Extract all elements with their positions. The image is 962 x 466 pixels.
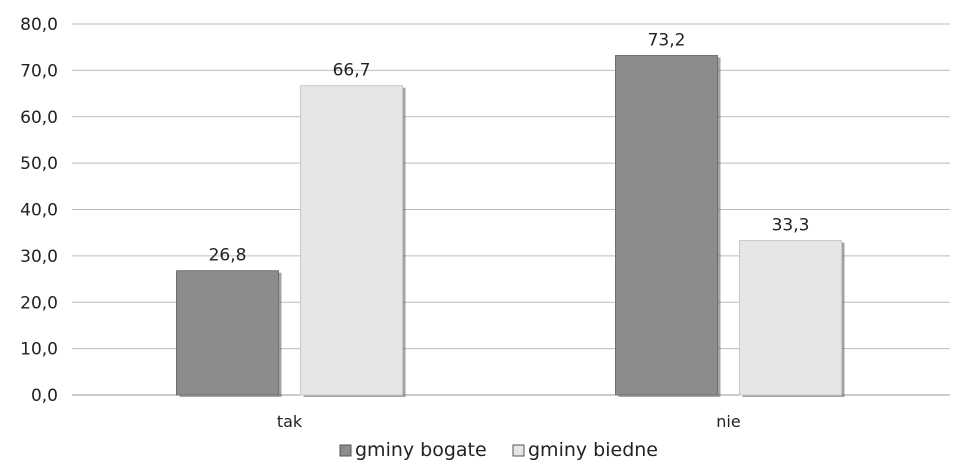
data-label: 73,2: [648, 31, 686, 51]
legend-swatch: [512, 444, 525, 457]
data-label: 33,3: [772, 216, 810, 236]
legend-label: gminy biedne: [528, 439, 658, 461]
y-tick-label: 80,0: [20, 15, 58, 35]
y-tick-label: 0,0: [31, 386, 58, 406]
legend-label: gminy bogate: [355, 439, 487, 461]
bar-gminy-biedne-tak: [300, 85, 403, 396]
x-tick-label: nie: [716, 412, 740, 431]
bar-gminy-bogate-nie: [615, 55, 718, 396]
y-tick-label: 60,0: [20, 108, 58, 128]
data-labels: 26,8 66,7 73,2 33,3: [209, 31, 810, 266]
y-tick-label: 20,0: [20, 293, 58, 313]
bars: [176, 55, 845, 398]
x-axis-ticks: tak nie: [277, 412, 741, 431]
data-label: 66,7: [333, 61, 371, 81]
y-tick-label: 50,0: [20, 154, 58, 174]
legend: gminy bogate gminy biedne: [339, 439, 658, 461]
legend-swatch: [339, 444, 352, 457]
y-tick-label: 40,0: [20, 201, 58, 221]
data-label: 26,8: [209, 246, 247, 266]
y-axis-ticks: 0,0 10,0 20,0 30,0 40,0 50,0 60,0 70,0 80,0: [20, 15, 58, 406]
y-tick-label: 10,0: [20, 340, 58, 360]
bar-gminy-biedne-nie: [739, 240, 842, 396]
y-tick-label: 30,0: [20, 247, 58, 267]
bar-gminy-bogate-tak: [176, 270, 279, 396]
y-tick-label: 70,0: [20, 61, 58, 81]
x-tick-label: tak: [277, 412, 303, 431]
